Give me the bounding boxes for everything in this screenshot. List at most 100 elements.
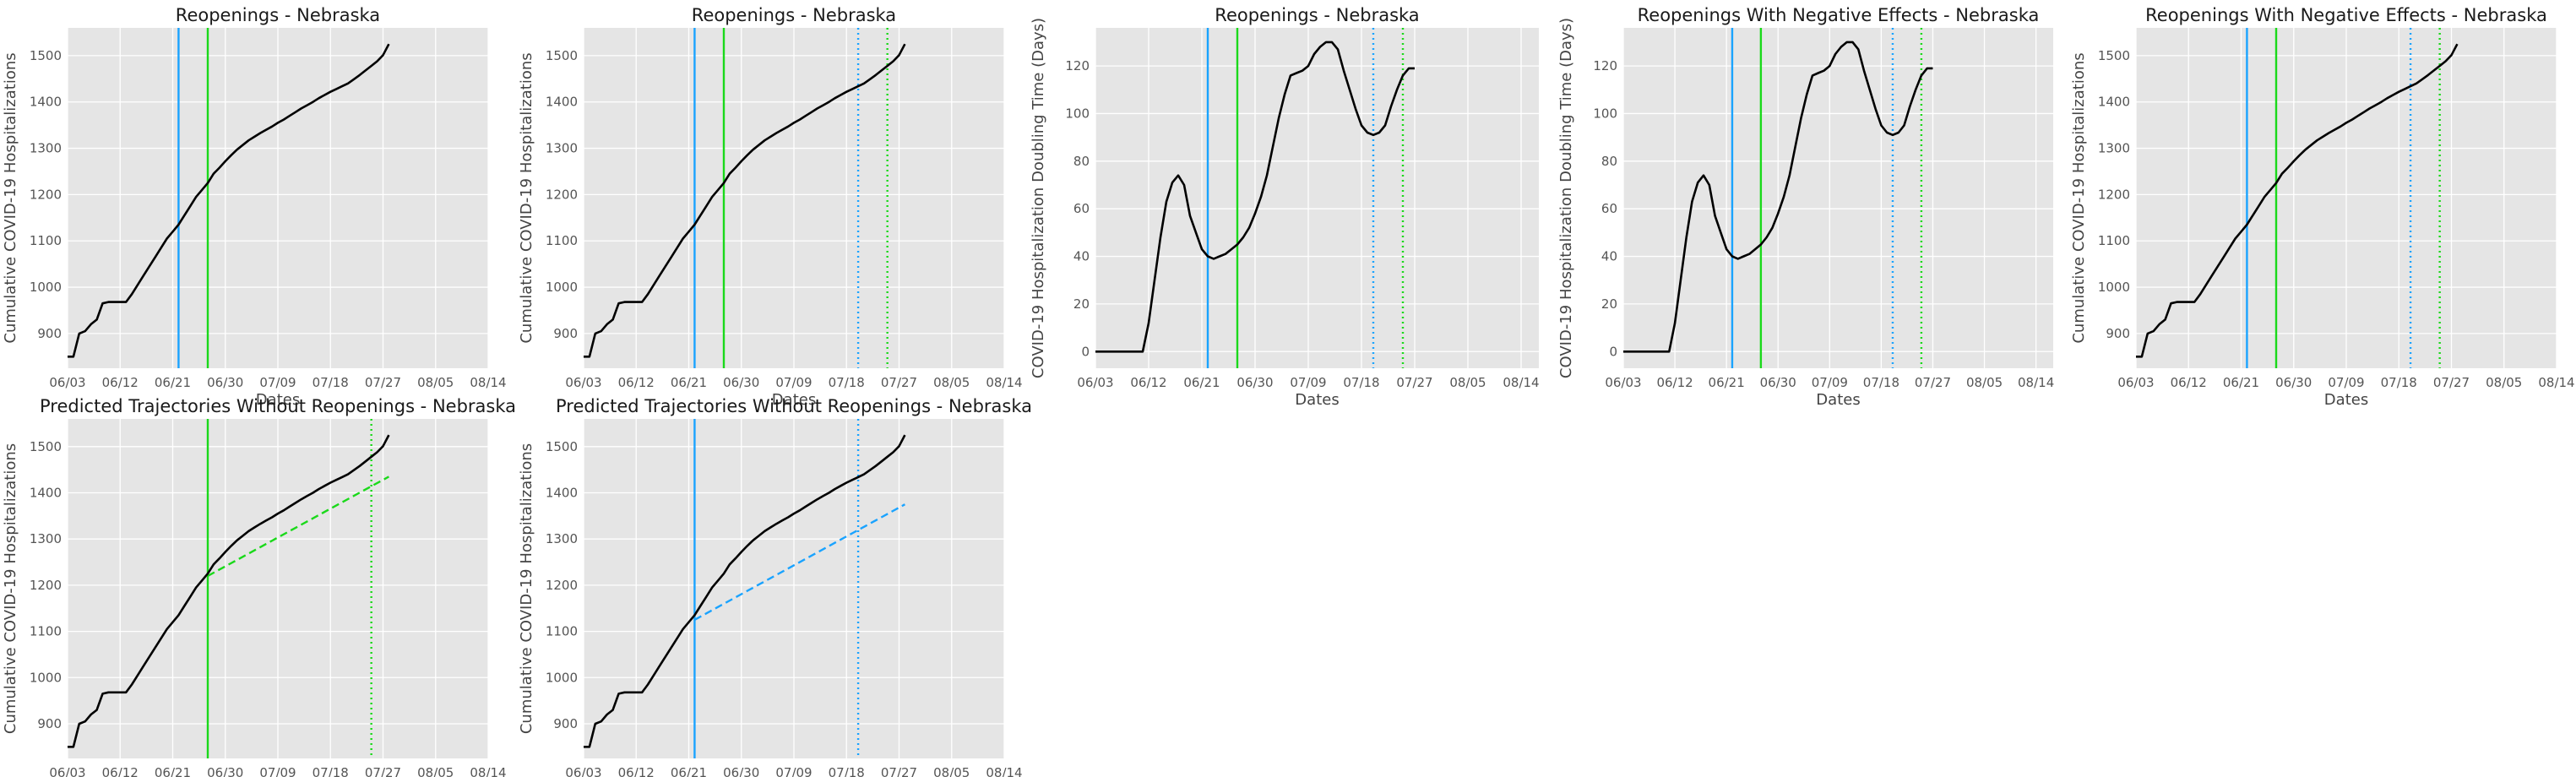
chart-6-y-tick-label: 1300: [30, 531, 62, 546]
chart-1-x-tick-label: 07/09: [259, 375, 296, 390]
chart-7-x-tick-label: 07/27: [881, 765, 917, 777]
chart-1-x-tick-label: 06/30: [207, 375, 243, 390]
chart-1-y-tick-label: 900: [37, 326, 62, 341]
chart-4-y-axis-label: COVID-19 Hospitalization Doubling Time (…: [1557, 18, 1575, 378]
chart-6-x-tick-label: 06/30: [207, 765, 243, 777]
chart-4-y-tick-label: 100: [1593, 106, 1617, 121]
chart-1-x-tick-label: 06/21: [155, 375, 191, 390]
chart-3-x-tick-label: 06/21: [1183, 375, 1220, 390]
chart-7-x-tick-label: 06/30: [723, 765, 759, 777]
chart-7-x-tick-label: 07/18: [829, 765, 865, 777]
chart-1-y-tick-label: 1200: [30, 187, 62, 202]
chart-6-y-tick-label: 1200: [30, 578, 62, 593]
chart-5-title: Reopenings With Negative Effects - Nebra…: [2145, 5, 2547, 25]
chart-1-x-tick-label: 08/14: [470, 375, 506, 390]
chart-3-x-tick-label: 08/05: [1449, 375, 1486, 390]
chart-1-x-tick-label: 07/18: [312, 375, 349, 390]
chart-3-y-tick-label: 120: [1065, 58, 1090, 73]
chart-3-y-tick-label: 60: [1073, 201, 1090, 216]
chart-7-y-tick-label: 1000: [546, 670, 578, 685]
chart-5-y-tick-label: 1100: [2098, 233, 2130, 248]
chart-3: 06/03 06/12 06/21 06/30 07/09 07/18 07/27 08/05…: [1030, 5, 1540, 409]
chart-2-x-axis-label: Dates: [772, 391, 816, 409]
chart-3-x-axis-label: Dates: [1295, 391, 1339, 409]
chart-3-y-tick-label: 80: [1073, 154, 1090, 169]
chart-1-y-axis-label: Cumulative COVID-19 Hospitalizations: [2, 52, 19, 343]
chart-1-series-line: [68, 43, 390, 358]
chart-2-y-axis-label: Cumulative COVID-19 Hospitalizations: [518, 52, 535, 343]
chart-1: 06/03 06/12 06/21 06/30 07/09 07/18 07/27 08/05…: [2, 5, 507, 409]
chart-6-y-tick-label: 1000: [30, 670, 62, 685]
chart-5-x-tick-label: 06/12: [2171, 375, 2207, 390]
chart-7-x-tick-label: 06/12: [618, 765, 655, 777]
chart-1-y-tick-label: 1300: [30, 141, 62, 156]
chart-6: 06/03 06/12 06/21 06/30 07/09 07/18 07/27 08/05…: [2, 396, 516, 777]
chart-4-x-tick-label: 08/14: [2018, 375, 2054, 390]
chart-6-y-tick-label: 1500: [30, 439, 62, 454]
chart-4-series-line: [1623, 41, 1933, 353]
chart-2-x-tick-label: 06/03: [565, 375, 601, 390]
chart-6-y-axis-label: Cumulative COVID-19 Hospitalizations: [2, 443, 19, 734]
chart-2-y-tick-label: 1500: [546, 48, 578, 63]
chart-3-y-tick-label: 40: [1073, 249, 1090, 264]
chart-5-x-tick-label: 06/21: [2223, 375, 2259, 390]
chart-7-y-axis-label: Cumulative COVID-19 Hospitalizations: [518, 443, 535, 734]
chart-2-x-tick-label: 06/30: [723, 375, 759, 390]
chart-4-y-tick-label: 60: [1601, 201, 1617, 216]
chart-7-y-tick-label: 900: [553, 716, 578, 731]
chart-7-x-tick-label: 08/14: [986, 765, 1022, 777]
chart-3-x-tick-label: 08/14: [1503, 375, 1539, 390]
chart-3-y-tick-label: 100: [1065, 106, 1090, 121]
chart-1-y-tick-label: 1500: [30, 48, 62, 63]
chart-6-projection-green: [207, 475, 389, 578]
chart-4-y-tick-label: 120: [1593, 58, 1617, 73]
chart-4-x-tick-label: 08/05: [1966, 375, 2003, 390]
chart-7-x-tick-label: 06/21: [671, 765, 707, 777]
chart-3-y-tick-label: 20: [1073, 296, 1090, 312]
chart-1-title: Reopenings - Nebraska: [176, 5, 380, 25]
chart-5-x-tick-label: 07/09: [2328, 375, 2364, 390]
chart-4-y-tick-label: 0: [1609, 344, 1617, 359]
chart-2-x-tick-label: 07/18: [829, 375, 865, 390]
chart-5-y-axis-label: Cumulative COVID-19 Hospitalizations: [2070, 52, 2088, 343]
chart-4-plot-area: [1623, 28, 2053, 368]
chart-5-y-tick-label: 1200: [2098, 187, 2130, 202]
chart-4-y-tick-label: 80: [1601, 154, 1617, 169]
chart-3-title: Reopenings - Nebraska: [1215, 5, 1419, 25]
chart-7-y-tick-label: 1400: [546, 486, 578, 501]
chart-4-y-tick-label: 40: [1601, 249, 1617, 264]
chart-6-y-tick-label: 1100: [30, 624, 62, 639]
chart-3-x-tick-label: 06/30: [1236, 375, 1273, 390]
chart-2-y-tick-label: 1300: [546, 141, 578, 156]
chart-6-x-tick-label: 07/09: [259, 765, 296, 777]
chart-7-projection-blue: [693, 503, 905, 621]
chart-2-x-tick-label: 08/05: [933, 375, 970, 390]
chart-6-series-line: [68, 434, 390, 748]
chart-7-x-tick-label: 07/09: [775, 765, 812, 777]
chart-3-x-tick-label: 07/09: [1290, 375, 1326, 390]
chart-5-series-line: [2136, 43, 2459, 358]
chart-7-series-line: [584, 434, 906, 748]
chart-2-y-tick-label: 1100: [546, 233, 578, 248]
chart-2-y-tick-label: 900: [553, 326, 578, 341]
chart-5-x-tick-label: 06/30: [2275, 375, 2312, 390]
chart-2-x-tick-label: 06/21: [671, 375, 707, 390]
chart-7: 06/03 06/12 06/21 06/30 07/09 07/18 07/27 08/05…: [518, 396, 1032, 777]
chart-7-y-tick-label: 1100: [546, 624, 578, 639]
chart-6-x-tick-label: 06/03: [49, 765, 85, 777]
chart-5-y-tick-label: 1500: [2098, 48, 2130, 63]
chart-7-x-tick-label: 06/03: [565, 765, 601, 777]
chart-4-title: Reopenings With Negative Effects - Nebra…: [1638, 5, 2040, 25]
chart-1-x-tick-label: 06/03: [49, 375, 85, 390]
chart-5-x-tick-label: 07/18: [2381, 375, 2417, 390]
chart-2-x-tick-label: 07/09: [775, 375, 812, 390]
chart-6-x-tick-label: 07/27: [365, 765, 401, 777]
chart-1-y-tick-label: 1000: [30, 280, 62, 295]
chart-3-plot-area: [1095, 28, 1539, 368]
chart-4-x-tick-label: 07/27: [1915, 375, 1951, 390]
chart-6-x-tick-label: 06/21: [155, 765, 191, 777]
chart-5-y-tick-label: 1300: [2098, 141, 2130, 156]
chart-2: 06/03 06/12 06/21 06/30 07/09 07/18 07/27 08/05…: [518, 5, 1023, 409]
chart-5-y-tick-label: 1000: [2098, 280, 2130, 295]
chart-5-y-tick-label: 900: [2106, 326, 2130, 341]
